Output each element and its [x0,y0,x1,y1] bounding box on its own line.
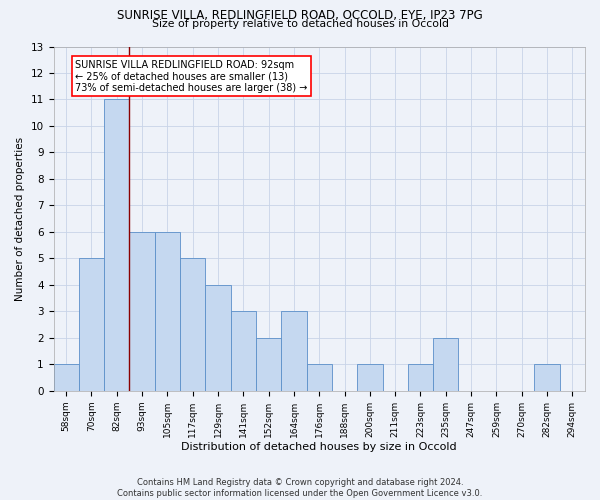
Text: SUNRISE VILLA, REDLINGFIELD ROAD, OCCOLD, EYE, IP23 7PG: SUNRISE VILLA, REDLINGFIELD ROAD, OCCOLD… [117,9,483,22]
Bar [79,258,104,391]
Bar [256,338,281,391]
Bar [53,364,79,391]
Y-axis label: Number of detached properties: Number of detached properties [15,136,25,300]
Bar [281,312,307,391]
Bar [155,232,180,391]
Bar [205,285,230,391]
Bar [535,364,560,391]
Bar [104,100,130,391]
Bar [230,312,256,391]
Text: SUNRISE VILLA REDLINGFIELD ROAD: 92sqm
← 25% of detached houses are smaller (13): SUNRISE VILLA REDLINGFIELD ROAD: 92sqm ←… [75,60,307,93]
Text: Contains HM Land Registry data © Crown copyright and database right 2024.
Contai: Contains HM Land Registry data © Crown c… [118,478,482,498]
Bar [408,364,433,391]
Text: Size of property relative to detached houses in Occold: Size of property relative to detached ho… [151,19,449,29]
Bar [180,258,205,391]
Bar [357,364,383,391]
X-axis label: Distribution of detached houses by size in Occold: Distribution of detached houses by size … [181,442,457,452]
Bar [130,232,155,391]
Bar [433,338,458,391]
Bar [307,364,332,391]
